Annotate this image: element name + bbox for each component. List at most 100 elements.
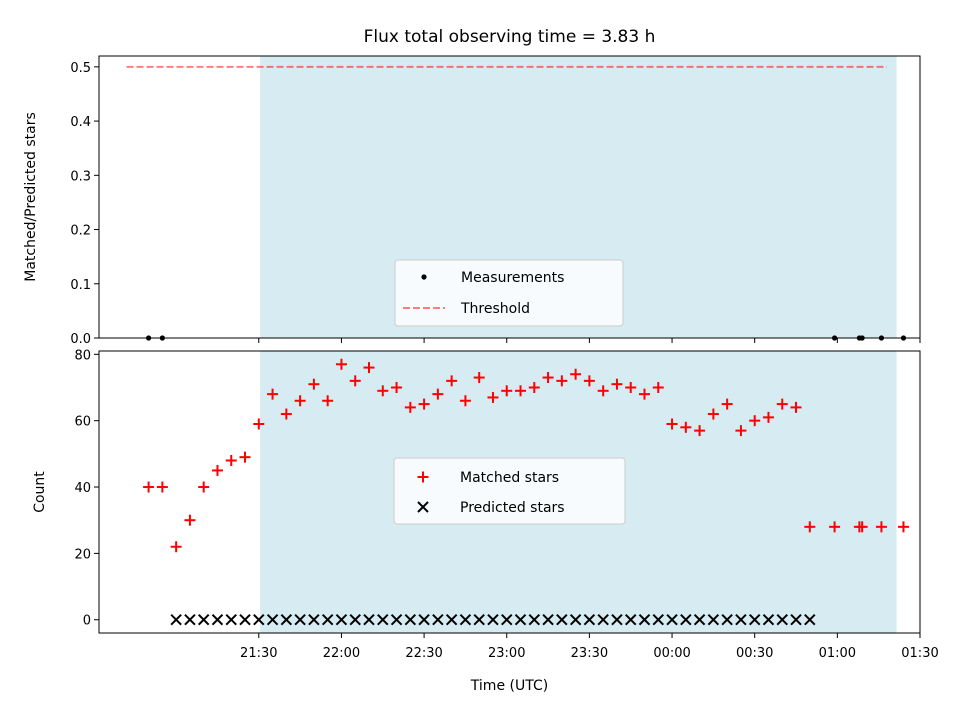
top-ytick-label: 0.1 [70,278,91,293]
bottom-xtick-label: 00:00 [653,646,690,661]
predicted-star-point-b [501,614,513,626]
matched-star-point [170,541,182,553]
predicted-star-point [459,614,472,626]
bottom-xtick-label: 01:30 [901,646,938,661]
predicted-star-point [569,614,582,626]
bottom-xtick-label: 23:30 [571,646,608,661]
matched-star-point [198,481,210,493]
matched-star-point [349,375,361,387]
predicted-star-point-b [680,614,692,626]
predicted-star-point-b [707,614,720,626]
top-legend-box [394,259,624,327]
predicted-star-point-b [363,614,375,626]
predicted-star-point [363,614,375,626]
x-axis-label: Time (UTC) [470,678,548,694]
matched-star-point [666,418,678,430]
predicted-star-point [625,614,637,626]
top-ytick-label: 0.2 [70,224,91,239]
predicted-star-point-b [652,614,664,626]
predicted-star-point-b [487,614,499,626]
predicted-star-point-b [170,614,182,626]
predicted-star-point-b [473,614,485,626]
top-panel: 0.0 0.1 0.2 0.3 0.4 0.5 Matched/Predicted star… [23,27,921,347]
predicted-star-point [611,614,623,626]
predicted-star-point-b [597,614,609,626]
matched-star-point [583,375,595,387]
bottom-xtick-label: 21:30 [240,646,277,661]
bottom-xtick-label: 00:30 [736,646,773,661]
matched-star-point [267,388,279,400]
predicted-star-point-b [638,614,651,626]
predicted-star-point-b [514,614,527,626]
predicted-star-point [335,614,348,626]
predicted-star-point-b [321,614,334,626]
matched-star-point [625,381,637,393]
predicted-star-point [390,614,403,626]
predicted-star-point [528,614,541,626]
predicted-star-point-b [625,614,637,626]
matched-star-point [597,385,609,397]
matched-star-point [762,411,774,423]
bottom-xtick-label: 23:00 [488,646,525,661]
matched-star-point [749,415,761,427]
predicted-star-point [748,614,761,626]
matched-star-point [897,521,909,533]
matched-star-point [790,401,802,413]
predicted-star-point [445,614,458,626]
predicted-star-point-b [404,614,417,626]
bottom-ytick-label: 60 [74,415,91,430]
top-ytick-label: 0.5 [70,61,91,76]
bottom-ytick-label: 80 [74,348,91,363]
bottom-y-axis-label: Count [32,471,48,513]
predicted-star-point [184,614,196,626]
predicted-star-point-b [266,614,279,626]
predicted-star-point-b [335,614,348,626]
matched-star-point [735,425,747,437]
predicted-star-point-b [253,614,265,626]
predicted-star-point [197,614,210,626]
matched-star-point [363,362,375,374]
matched-star-point [638,388,650,400]
legend-predicted-label: Predicted stars [460,500,565,516]
bottom-axes-frame [98,350,921,634]
matched-star-point [253,418,265,430]
predicted-star-point-b [748,614,761,626]
matched-star-point [528,381,540,393]
predicted-star-point [721,614,733,626]
predicted-star-point [666,614,678,626]
bottom-xtick-label: 01:00 [819,646,856,661]
matched-star-point [487,391,499,403]
predicted-star-point [211,614,224,626]
bottom-xtick-label: 22:00 [323,646,360,661]
predicted-star-point-b [735,614,747,626]
matched-star-point [308,378,320,390]
matched-star-point [239,451,251,463]
predicted-star-point-b [583,614,596,626]
matched-star-point [294,395,306,407]
bottom-panel: 0 20 40 60 80 21:30 22:00 22:30 23:00 23:30 00:00 0… [32,348,939,694]
predicted-star-point-b [225,614,237,626]
matched-star-point [391,381,403,393]
predicted-star-point [170,614,182,626]
matched-star-point [570,368,582,380]
predicted-star-point [638,614,651,626]
predicted-star-point-b [280,614,293,626]
predicted-star-point [225,614,237,626]
top-ytick-label: 0.3 [70,169,91,184]
predicted-star-point [790,614,802,626]
predicted-star-point-b [611,614,623,626]
matched-star-point [473,372,485,384]
chart-title: Flux total observing time = 3.83 h [364,27,656,47]
predicted-star-point [473,614,485,626]
matched-star-point [280,408,292,420]
matched-star-point [225,454,237,466]
matched-star-point [611,378,623,390]
predicted-star-point-b [184,614,196,626]
predicted-star-point-b [349,614,361,626]
predicted-star-point [266,614,279,626]
predicted-star-point-b [721,614,733,626]
predicted-star-point-b [693,614,706,626]
matched-star-point [404,401,416,413]
predicted-star-point [377,614,389,626]
predicted-star-point [321,614,334,626]
